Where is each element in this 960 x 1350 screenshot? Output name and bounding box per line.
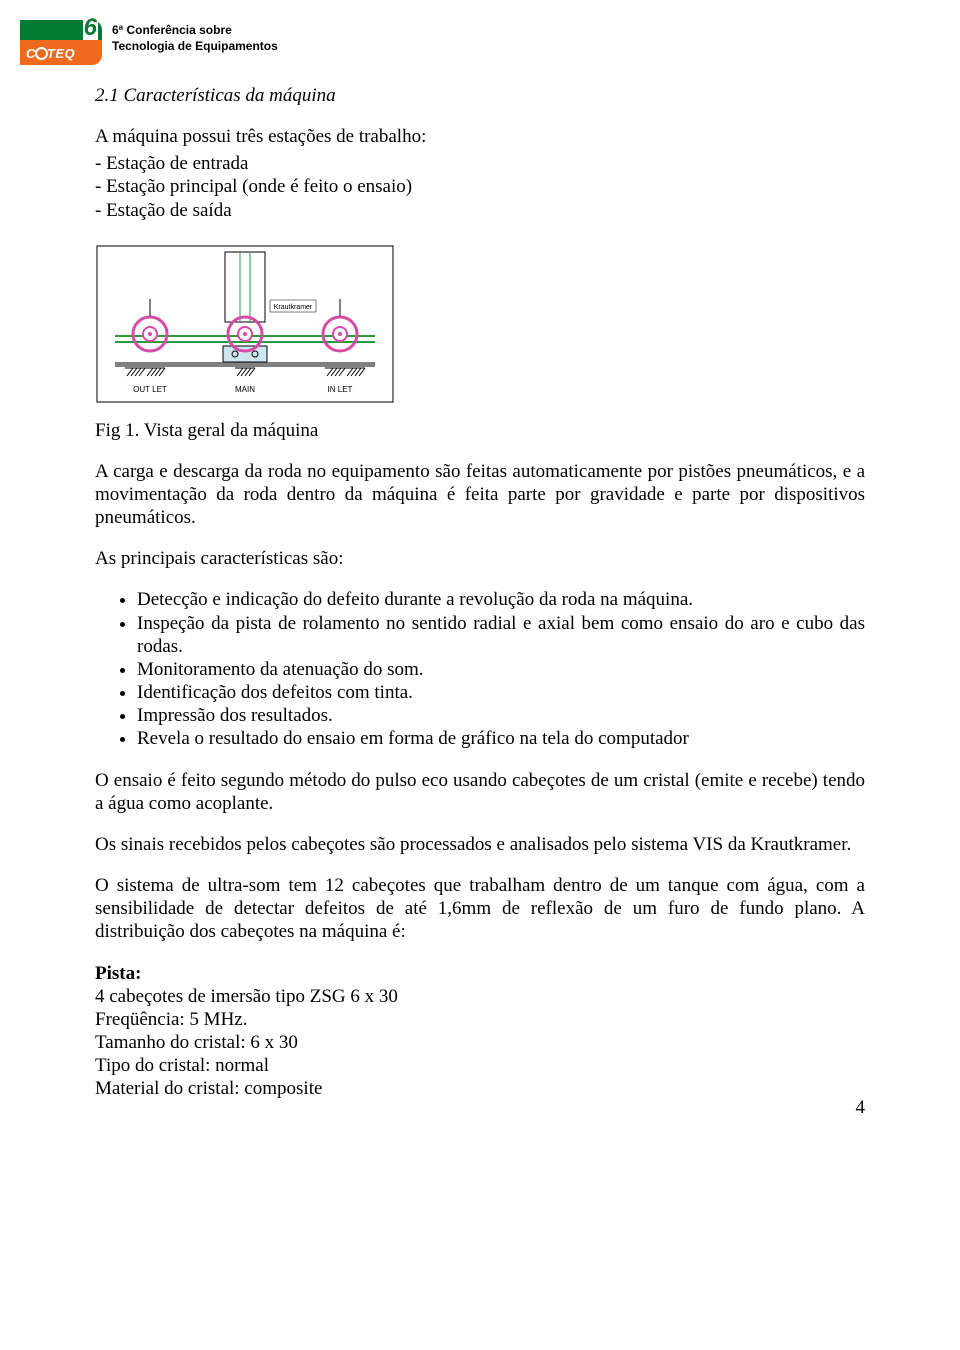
paragraph-load: A carga e descarga da roda no equipament…	[95, 460, 865, 530]
pista-line: Tamanho do cristal: 6 x 30	[95, 1032, 298, 1053]
pista-block: Pista: 4 cabeçotes de imersão tipo ZSG 6…	[95, 962, 865, 1101]
characteristics-intro: As principais características são:	[95, 547, 865, 570]
characteristics-list: Detecção e indicação do defeito durante …	[95, 588, 865, 750]
paragraph-method: O ensaio é feito segundo método do pulso…	[95, 769, 865, 815]
conference-title-line-1: 6ª Conferência sobre	[112, 22, 278, 38]
svg-text:OUT LET: OUT LET	[133, 385, 167, 394]
svg-text:IN LET: IN LET	[328, 385, 353, 394]
pista-line: Material do cristal: composite	[95, 1078, 322, 1099]
list-item: Inspeção da pista de rolamento no sentid…	[137, 612, 865, 658]
pista-label: Pista:	[95, 963, 141, 984]
list-item: Monitoramento da atenuação do som.	[137, 658, 865, 681]
pista-line: Freqüência: 5 MHz.	[95, 1009, 247, 1030]
list-item: Identificação dos defeitos com tinta.	[137, 681, 865, 704]
station-list: - Estação de entrada - Estação principal…	[95, 152, 865, 222]
list-item: Revela o resultado do ensaio em forma de…	[137, 727, 865, 750]
page-number: 4	[856, 1097, 866, 1119]
intro-text: A máquina possui três estações de trabal…	[95, 125, 865, 148]
logo-brand-text: CTEQ	[26, 46, 75, 62]
list-item: Detecção e indicação do defeito durante …	[137, 588, 865, 611]
machine-diagram-svg: Krautkramer OUT LET MAIN IN LET	[95, 244, 395, 414]
logo-edition-number: 6	[83, 16, 98, 40]
machine-diagram: Krautkramer OUT LET MAIN IN LET	[95, 244, 395, 414]
station-item: - Estação de entrada	[95, 152, 865, 175]
coteq-logo: 6 CTEQ	[20, 20, 102, 65]
paragraph-system: O sistema de ultra-som tem 12 cabeçotes …	[95, 874, 865, 944]
conference-title: 6ª Conferência sobre Tecnologia de Equip…	[112, 22, 278, 54]
pista-line: 4 cabeçotes de imersão tipo ZSG 6 x 30	[95, 986, 398, 1007]
section-heading: 2.1 Características da máquina	[95, 85, 865, 107]
page-header: 6 CTEQ 6ª Conferência sobre Tecnologia d…	[20, 20, 865, 65]
conference-title-line-2: Tecnologia de Equipamentos	[112, 38, 278, 54]
pista-line: Tipo do cristal: normal	[95, 1055, 269, 1076]
svg-text:Krautkramer: Krautkramer	[274, 304, 313, 311]
svg-text:MAIN: MAIN	[235, 385, 255, 394]
list-item: Impressão dos resultados.	[137, 704, 865, 727]
paragraph-signals: Os sinais recebidos pelos cabeçotes são …	[95, 833, 865, 856]
station-item: - Estação principal (onde é feito o ensa…	[95, 175, 865, 198]
station-item: - Estação de saída	[95, 199, 865, 222]
figure-caption: Fig 1. Vista geral da máquina	[95, 420, 865, 442]
